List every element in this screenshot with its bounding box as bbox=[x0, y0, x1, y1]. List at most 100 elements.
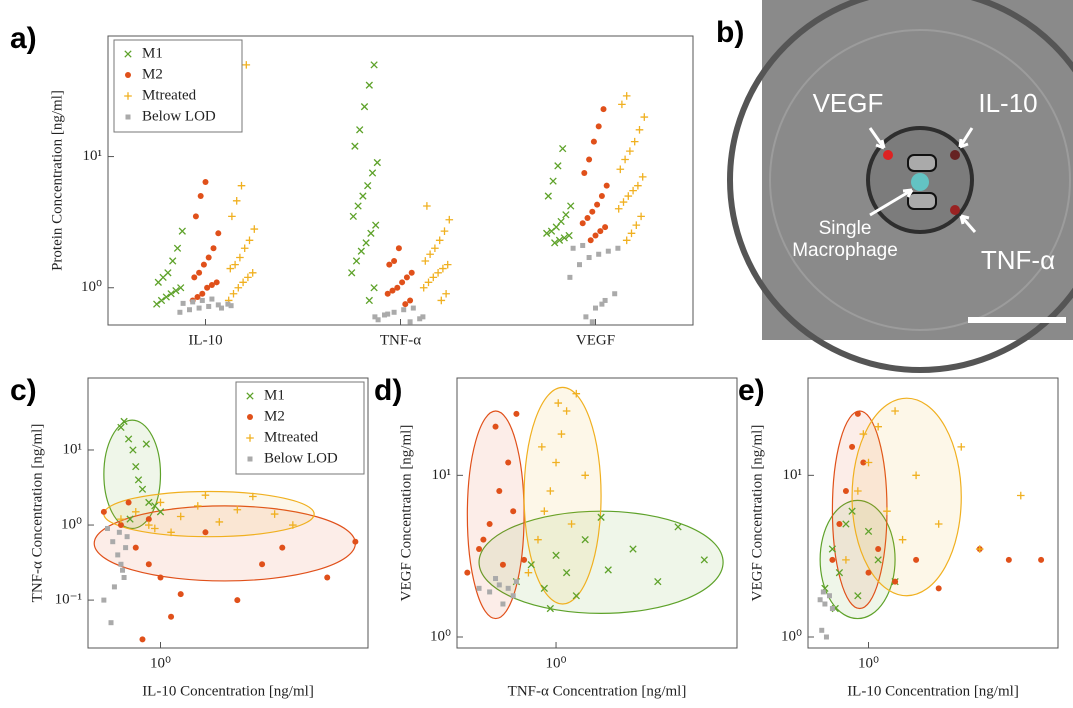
point bbox=[827, 593, 832, 598]
point bbox=[115, 552, 120, 557]
panel-label: e) bbox=[738, 374, 765, 407]
point bbox=[436, 236, 444, 244]
point bbox=[633, 221, 641, 229]
point bbox=[976, 545, 984, 553]
point bbox=[238, 182, 246, 190]
y-axis-label: VEGF Concentration [ng/ml] bbox=[749, 425, 765, 602]
point bbox=[123, 545, 128, 550]
point bbox=[190, 299, 195, 304]
panel-label: a) bbox=[10, 22, 37, 55]
point bbox=[376, 317, 381, 322]
point bbox=[125, 534, 130, 539]
point bbox=[411, 306, 416, 311]
point bbox=[422, 257, 430, 265]
point bbox=[249, 269, 257, 277]
x-tick-label: 10⁰ bbox=[150, 655, 171, 671]
x-axis-label: IL-10 Concentration [ng/ml] bbox=[142, 683, 314, 699]
point bbox=[139, 636, 145, 642]
point bbox=[563, 212, 569, 218]
point bbox=[126, 499, 132, 505]
y-tick-label: 10⁰ bbox=[61, 516, 82, 532]
point bbox=[615, 205, 623, 213]
y-tick-label: 10⁰ bbox=[81, 279, 102, 295]
point bbox=[219, 306, 224, 311]
point bbox=[179, 228, 185, 234]
point bbox=[511, 593, 516, 598]
point bbox=[550, 178, 556, 184]
y-tick-label: 10⁻¹ bbox=[55, 592, 82, 608]
point bbox=[394, 285, 400, 291]
point bbox=[105, 526, 110, 531]
point bbox=[229, 303, 234, 308]
point bbox=[369, 170, 375, 176]
macrophage bbox=[911, 173, 929, 191]
point bbox=[196, 270, 202, 276]
point bbox=[101, 509, 107, 515]
legend-label: M1 bbox=[264, 387, 285, 403]
point bbox=[615, 246, 620, 251]
point bbox=[407, 297, 413, 303]
point bbox=[352, 539, 358, 545]
point bbox=[514, 579, 519, 584]
point bbox=[352, 143, 358, 149]
point bbox=[628, 230, 636, 238]
point bbox=[246, 236, 254, 244]
point bbox=[439, 265, 447, 273]
point bbox=[506, 586, 511, 591]
x-axis-label: TNF-α Concentration [ng/ml] bbox=[508, 683, 687, 699]
point bbox=[821, 589, 826, 594]
point bbox=[591, 139, 597, 145]
point bbox=[101, 598, 106, 603]
point bbox=[396, 245, 402, 251]
point bbox=[476, 546, 482, 552]
point bbox=[157, 574, 163, 580]
point bbox=[118, 562, 123, 567]
point bbox=[165, 270, 171, 276]
point bbox=[236, 254, 244, 262]
point bbox=[581, 170, 587, 176]
point bbox=[366, 297, 372, 303]
point bbox=[199, 291, 205, 297]
point bbox=[349, 270, 355, 276]
point bbox=[866, 570, 872, 576]
point bbox=[230, 290, 238, 298]
point bbox=[373, 222, 379, 228]
point bbox=[426, 250, 434, 258]
point bbox=[571, 246, 576, 251]
point bbox=[441, 227, 449, 235]
point bbox=[521, 557, 527, 563]
point bbox=[391, 258, 397, 264]
panel-label: d) bbox=[374, 374, 402, 407]
point bbox=[187, 307, 192, 312]
panel-label: b) bbox=[716, 16, 744, 49]
point bbox=[206, 255, 212, 261]
point bbox=[227, 265, 235, 273]
point bbox=[363, 240, 369, 246]
point bbox=[122, 575, 127, 580]
point bbox=[408, 319, 413, 324]
point bbox=[500, 562, 506, 568]
point bbox=[875, 546, 881, 552]
point bbox=[583, 314, 588, 319]
point bbox=[399, 279, 405, 285]
legend-label: Mtreated bbox=[142, 87, 197, 103]
point bbox=[251, 225, 259, 233]
point bbox=[580, 220, 586, 226]
bead bbox=[950, 150, 960, 160]
micrograph: VEGF IL-10 TNF-α b) bbox=[716, 0, 1073, 370]
point bbox=[636, 126, 644, 134]
y-tick-label: 10⁰ bbox=[430, 628, 451, 644]
point bbox=[181, 301, 186, 306]
point bbox=[438, 297, 446, 305]
y-tick-label: 10¹ bbox=[432, 467, 452, 483]
panel-label: c) bbox=[10, 374, 37, 407]
point bbox=[601, 106, 607, 112]
bead bbox=[883, 150, 893, 160]
point bbox=[836, 521, 842, 527]
point bbox=[623, 236, 631, 244]
point bbox=[371, 62, 377, 68]
point bbox=[505, 460, 511, 466]
point bbox=[585, 215, 591, 221]
bead bbox=[950, 205, 960, 215]
point bbox=[133, 545, 139, 551]
